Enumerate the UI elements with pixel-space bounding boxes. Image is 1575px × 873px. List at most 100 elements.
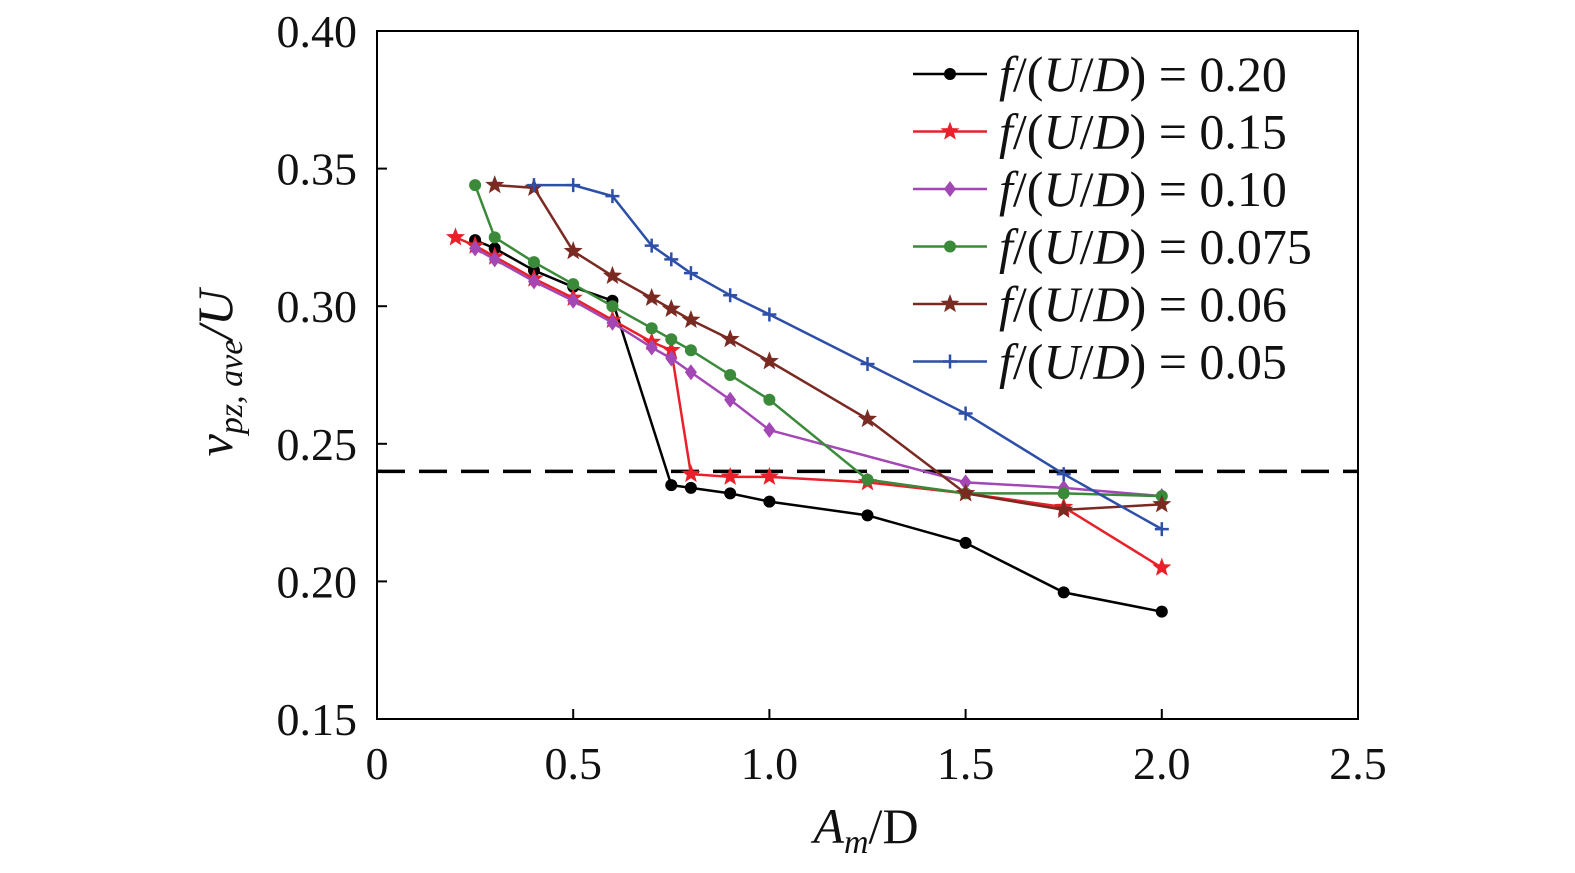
data-point (724, 487, 737, 500)
legend-swatch-marker (940, 294, 960, 313)
data-point (527, 256, 540, 269)
legend-swatch-marker (943, 354, 957, 369)
data-point (665, 479, 678, 492)
legend-label: f/(U/D) = 0.075 (999, 219, 1312, 275)
series-line (473, 184, 1162, 498)
y-tick-label: 0.30 (277, 281, 358, 332)
data-point (1152, 557, 1172, 576)
data-point (684, 364, 697, 381)
data-point (861, 473, 874, 486)
series-4 (469, 179, 1168, 503)
data-point (720, 466, 740, 485)
data-point (642, 287, 662, 307)
data-point (684, 344, 697, 357)
data-point (959, 536, 972, 549)
data-point (485, 175, 505, 194)
legend-label: f/(U/D) = 0.05 (999, 334, 1287, 390)
y-tick-label: 0.20 (277, 556, 358, 607)
data-point (606, 314, 619, 331)
data-point (664, 252, 679, 267)
legend-swatch-marker (940, 121, 960, 140)
legend-item: f/(U/D) = 0.20 (913, 46, 1287, 102)
series-line (533, 183, 1163, 531)
data-point (526, 178, 541, 193)
data-point (644, 238, 659, 253)
data-point (861, 509, 874, 522)
data-point (1152, 494, 1172, 513)
x-axis-title-main: A (810, 798, 844, 854)
data-point (857, 409, 878, 428)
data-point (683, 266, 698, 281)
y-axis-title-rest: /U (187, 287, 243, 343)
data-point (1155, 605, 1168, 618)
data-point (645, 322, 658, 335)
legend-label: f/(U/D) = 0.06 (999, 276, 1287, 332)
legend-swatch-marker (944, 68, 956, 80)
data-point (645, 339, 658, 356)
legend-item: f/(U/D) = 0.06 (913, 276, 1287, 332)
series-5 (485, 175, 1172, 518)
x-tick-label: 1.5 (937, 738, 995, 789)
y-axis-title: vpz, ave/U (187, 287, 250, 457)
data-point (684, 481, 697, 494)
data-point (665, 350, 678, 367)
y-axis-ticks: 0.15 0.20 0.25 0.30 0.35 0.40 (277, 6, 387, 745)
data-point (488, 231, 501, 244)
data-point (681, 309, 701, 329)
legend-swatch-marker (944, 240, 956, 253)
data-point (723, 288, 738, 303)
plot-area-border (376, 30, 1359, 720)
data-point (724, 369, 737, 381)
x-tick-label: 2.0 (1133, 738, 1191, 789)
x-tick-label: 0.5 (544, 738, 602, 789)
data-point (762, 307, 777, 322)
y-tick-label: 0.35 (277, 144, 358, 195)
data-point (445, 227, 465, 246)
data-point (527, 273, 540, 290)
data-point (567, 278, 580, 291)
data-point (763, 495, 776, 508)
x-tick-label: 0 (366, 738, 389, 789)
data-point (661, 298, 681, 318)
y-axis-title-sub: pz, ave (213, 340, 250, 436)
series-6 (526, 178, 1169, 537)
legend-item: f/(U/D) = 0.15 (913, 104, 1287, 160)
x-axis-ticks: 0 0.5 1.0 1.5 2.0 2.5 (366, 709, 1387, 789)
data-point (1057, 487, 1070, 500)
data-point (720, 329, 740, 348)
data-point (763, 422, 776, 439)
data-point (606, 300, 619, 313)
data-point (959, 474, 972, 491)
legend-item: f/(U/D) = 0.05 (913, 334, 1287, 390)
y-tick-label: 0.25 (277, 419, 358, 470)
x-tick-label: 1.0 (741, 738, 799, 789)
data-point (1154, 522, 1169, 537)
legend-item: f/(U/D) = 0.10 (913, 161, 1287, 217)
data-point (469, 240, 482, 257)
data-point (665, 333, 678, 346)
data-point (567, 292, 580, 309)
data-point (602, 265, 622, 285)
legend-label: f/(U/D) = 0.15 (999, 104, 1287, 160)
x-tick-label: 2.5 (1329, 738, 1387, 789)
data-point (1054, 499, 1074, 518)
data-point (759, 466, 779, 485)
data-point (724, 391, 737, 408)
data-point (1056, 467, 1071, 482)
x-axis-title-sub: m (844, 824, 869, 861)
data-point (566, 178, 581, 193)
y-tick-label: 0.15 (277, 694, 358, 745)
data-point (681, 464, 701, 483)
y-tick-label: 0.40 (277, 6, 358, 57)
legend-label: f/(U/D) = 0.10 (999, 161, 1287, 217)
data-point (469, 179, 482, 192)
data-point (488, 251, 501, 268)
data-point (958, 406, 973, 421)
legend-label: f/(U/D) = 0.20 (999, 46, 1287, 102)
data-point (956, 483, 976, 502)
data-point (563, 241, 583, 260)
data-point (759, 351, 779, 370)
x-axis-title-rest: /D (869, 798, 919, 854)
data-point (763, 393, 776, 406)
